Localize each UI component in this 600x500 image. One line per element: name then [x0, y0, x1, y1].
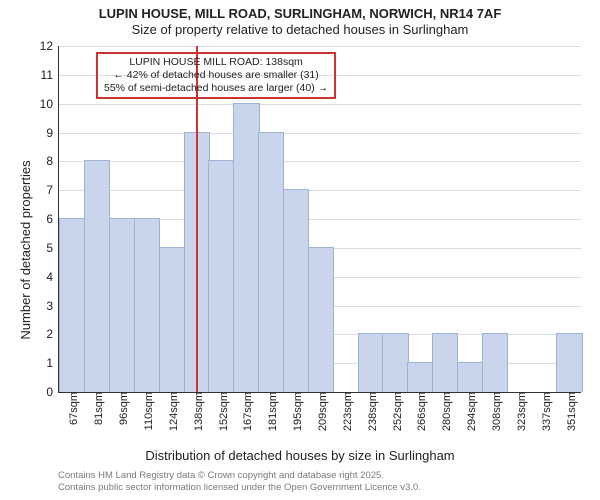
x-tick-label: 195sqm: [286, 392, 304, 431]
y-tick-label: 2: [46, 327, 59, 341]
x-tick-label: 167sqm: [236, 392, 254, 431]
histogram-bar: [208, 160, 234, 392]
x-axis-label: Distribution of detached houses by size …: [0, 448, 600, 463]
y-tick-label: 5: [46, 241, 59, 255]
x-tick-label: 351sqm: [560, 392, 578, 431]
histogram-bar: [457, 362, 483, 392]
annotation-line: ← 42% of detached houses are smaller (31…: [104, 69, 328, 82]
grid-line: [59, 133, 581, 134]
histogram-bar: [233, 103, 259, 392]
y-tick-label: 3: [46, 299, 59, 313]
histogram-chart: LUPIN HOUSE, MILL ROAD, SURLINGHAM, NORW…: [0, 0, 600, 500]
y-tick-label: 9: [46, 126, 59, 140]
x-tick-label: 209sqm: [311, 392, 329, 431]
y-tick-label: 12: [40, 39, 59, 53]
x-tick-label: 337sqm: [535, 392, 553, 431]
x-tick-label: 294sqm: [460, 392, 478, 431]
x-tick-label: 67sqm: [62, 392, 80, 425]
x-tick-label: 138sqm: [187, 392, 205, 431]
x-tick-label: 252sqm: [386, 392, 404, 431]
x-tick-label: 81sqm: [87, 392, 105, 425]
x-tick-label: 323sqm: [510, 392, 528, 431]
annotation-line: LUPIN HOUSE MILL ROAD: 138sqm: [104, 56, 328, 69]
histogram-bar: [134, 218, 160, 392]
y-tick-label: 1: [46, 356, 59, 370]
histogram-bar: [258, 132, 284, 393]
chart-title-main: LUPIN HOUSE, MILL ROAD, SURLINGHAM, NORW…: [0, 6, 600, 21]
attribution-text: Contains HM Land Registry data © Crown c…: [58, 470, 421, 495]
x-tick-label: 96sqm: [112, 392, 130, 425]
y-tick-label: 10: [40, 97, 59, 111]
y-axis-label: Number of detached properties: [18, 160, 33, 339]
histogram-bar: [358, 333, 384, 392]
y-tick-label: 6: [46, 212, 59, 226]
attribution-line: Contains HM Land Registry data © Crown c…: [58, 470, 421, 482]
histogram-bar: [382, 333, 408, 392]
attribution-line: Contains public sector information licen…: [58, 482, 421, 494]
x-tick-label: 238sqm: [361, 392, 379, 431]
annotation-box: LUPIN HOUSE MILL ROAD: 138sqm← 42% of de…: [96, 52, 336, 99]
x-tick-label: 124sqm: [162, 392, 180, 431]
grid-line: [59, 46, 581, 47]
x-tick-label: 308sqm: [485, 392, 503, 431]
x-tick-label: 280sqm: [435, 392, 453, 431]
x-tick-label: 110sqm: [137, 392, 155, 430]
grid-line: [59, 190, 581, 191]
x-tick-label: 181sqm: [261, 392, 279, 431]
x-tick-label: 152sqm: [212, 392, 230, 431]
y-tick-label: 7: [46, 183, 59, 197]
histogram-bar: [159, 247, 185, 392]
histogram-bar: [59, 218, 85, 392]
histogram-bar: [308, 247, 334, 392]
histogram-bar: [432, 333, 458, 392]
x-tick-label: 223sqm: [336, 392, 354, 431]
grid-line: [59, 161, 581, 162]
histogram-bar: [109, 218, 135, 392]
y-tick-label: 8: [46, 154, 59, 168]
chart-title-sub: Size of property relative to detached ho…: [0, 22, 600, 37]
grid-line: [59, 104, 581, 105]
histogram-bar: [84, 160, 110, 392]
y-tick-label: 0: [46, 385, 59, 399]
y-tick-label: 11: [41, 68, 59, 82]
histogram-bar: [556, 333, 582, 392]
x-tick-label: 266sqm: [410, 392, 428, 431]
histogram-bar: [407, 362, 433, 392]
y-tick-label: 4: [46, 270, 59, 284]
histogram-bar: [482, 333, 508, 392]
histogram-bar: [283, 189, 309, 392]
annotation-line: 55% of semi-detached houses are larger (…: [104, 82, 328, 95]
